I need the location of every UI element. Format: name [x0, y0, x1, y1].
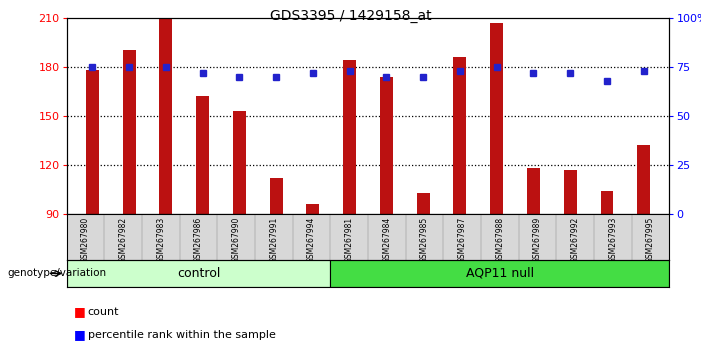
Bar — [123, 50, 135, 214]
Text: GSM267985: GSM267985 — [420, 216, 429, 263]
Text: genotype/variation: genotype/variation — [7, 268, 106, 279]
Text: GSM267990: GSM267990 — [231, 216, 240, 263]
Bar — [564, 170, 577, 214]
Bar — [380, 76, 393, 214]
Bar — [454, 57, 466, 214]
Text: GSM267988: GSM267988 — [496, 216, 505, 263]
Bar — [490, 23, 503, 214]
Bar — [196, 96, 209, 214]
Text: ■: ■ — [74, 328, 86, 341]
Text: GSM267981: GSM267981 — [345, 216, 354, 263]
Text: GSM267986: GSM267986 — [194, 216, 203, 263]
Text: GSM267994: GSM267994 — [307, 216, 316, 263]
Text: GSM267992: GSM267992 — [571, 216, 580, 263]
Text: AQP11 null: AQP11 null — [466, 267, 534, 280]
Bar — [67, 260, 330, 287]
Text: GSM267993: GSM267993 — [608, 216, 618, 263]
Text: GSM267995: GSM267995 — [646, 216, 655, 263]
Text: GSM267984: GSM267984 — [382, 216, 391, 263]
Text: GSM267989: GSM267989 — [533, 216, 542, 263]
Text: GSM267980: GSM267980 — [81, 216, 90, 263]
Bar — [233, 111, 246, 214]
Text: ■: ■ — [74, 305, 86, 318]
Text: GSM267991: GSM267991 — [269, 216, 278, 263]
Bar — [86, 70, 99, 214]
Bar — [159, 18, 172, 214]
Text: control: control — [177, 267, 220, 280]
Bar — [343, 60, 356, 214]
Text: count: count — [88, 307, 119, 316]
Text: GSM267983: GSM267983 — [156, 216, 165, 263]
Text: GSM267987: GSM267987 — [458, 216, 467, 263]
Bar — [330, 260, 669, 287]
Text: GSM267982: GSM267982 — [118, 216, 128, 263]
Text: GDS3395 / 1429158_at: GDS3395 / 1429158_at — [270, 9, 431, 23]
Bar — [416, 193, 430, 214]
Bar — [527, 169, 540, 214]
Bar — [601, 191, 613, 214]
Text: percentile rank within the sample: percentile rank within the sample — [88, 330, 275, 339]
Bar — [306, 204, 320, 214]
Bar — [637, 145, 650, 214]
Bar — [270, 178, 283, 214]
